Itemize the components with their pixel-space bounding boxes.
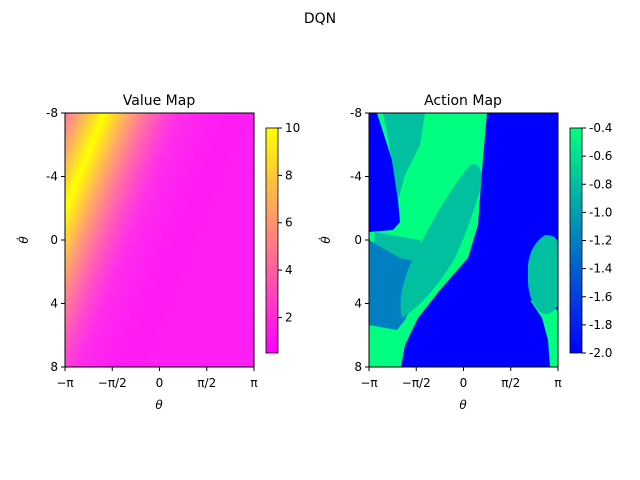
value-map-heatmap [65,113,254,367]
value-map-x-ticks: −π −π/2 0 π/2 π [56,367,258,390]
value-map-ytick-label: -4 [46,170,58,184]
action-map-cbtick-label: -0.8 [589,177,612,191]
action-region-teal-top [383,113,425,200]
action-map-y-ticks: -8 -4 0 4 8 [350,106,369,374]
action-map-xtick-label: −π/2 [402,376,431,390]
action-map-x-ticks: −π −π/2 0 π/2 π [360,367,562,390]
action-map-ytick-label: 0 [354,233,362,247]
action-map-title: Action Map [424,93,502,109]
action-map-panel: Action Map -8 -4 0 4 8 −π −π/2 0 π/2 π θ θ̇ -0.4… [318,93,613,412]
value-map-ytick-label: 4 [50,297,58,311]
action-map-colorbar [569,127,583,354]
value-map-ytick-label: 0 [50,233,58,247]
value-map-cbtick-label: 10 [285,121,300,135]
value-map-title: Value Map [123,93,196,109]
action-map-xtick-label: −π [360,376,377,390]
action-map-cbtick-label: -1.2 [589,234,612,248]
action-map-ytick-label: -4 [350,170,362,184]
action-map-xtick-label: 0 [460,376,468,390]
value-map-ytick-label: -8 [46,106,58,120]
action-map-cbtick-label: -2.0 [589,346,612,360]
value-map-cbtick-label: 8 [285,168,293,182]
action-map-cbtick-label: -0.6 [589,149,612,163]
action-map-cbtick-label: -0.4 [589,121,612,135]
value-map-xtick-label: π/2 [197,376,216,390]
value-map-ylabel: θ̇ [16,236,31,244]
action-map-xtick-label: π/2 [501,376,520,390]
value-map-cbtick-label: 4 [285,263,293,277]
action-region-teal-right [528,235,558,314]
value-map-cbtick-label: 2 [285,310,293,324]
action-region-blue-topleft [369,113,400,232]
value-map-ytick-label: 8 [50,360,58,374]
figure-suptitle: DQN [304,11,336,27]
action-map-cbtick-label: -1.8 [589,318,612,332]
action-map-ytick-label: -8 [350,106,362,120]
action-map-ytick-label: 4 [354,297,362,311]
action-map-colorbar-ticks: -0.4 -0.6 -0.8 -1.0 -1.2 -1.4 -1.6 -1.8 -2.0 [582,121,612,360]
action-map-ytick-label: 8 [354,360,362,374]
value-map-colorbar-ticks: 2 4 6 8 10 [278,121,300,324]
action-map-cbtick-label: -1.4 [589,262,612,276]
value-map-y-ticks: -8 -4 0 4 8 [46,106,65,374]
action-map-xtick-label: π [554,376,561,390]
value-map-xtick-label: −π/2 [98,376,127,390]
value-map-xlabel: θ [155,398,163,412]
action-map-ylabel: θ̇ [318,236,333,244]
action-map-cbtick-label: -1.6 [589,290,612,304]
value-map-cbtick-label: 6 [285,216,293,230]
action-map-heatmap [369,113,558,367]
action-map-cbtick-label: -1.0 [589,205,612,219]
action-region-teal-diagonal [400,164,482,318]
value-map-xtick-label: −π [56,376,73,390]
value-map-xtick-label: π [250,376,257,390]
value-map-ridge [65,113,254,367]
value-map-panel: Value Map -8 -4 0 4 8 −π −π/2 0 π/2 π θ θ̇ 2 4 6 8 1… [16,93,300,412]
value-map-colorbar [265,127,279,354]
action-region-green-right [530,300,558,367]
action-map-xlabel: θ [459,398,467,412]
value-map-xtick-label: 0 [156,376,164,390]
